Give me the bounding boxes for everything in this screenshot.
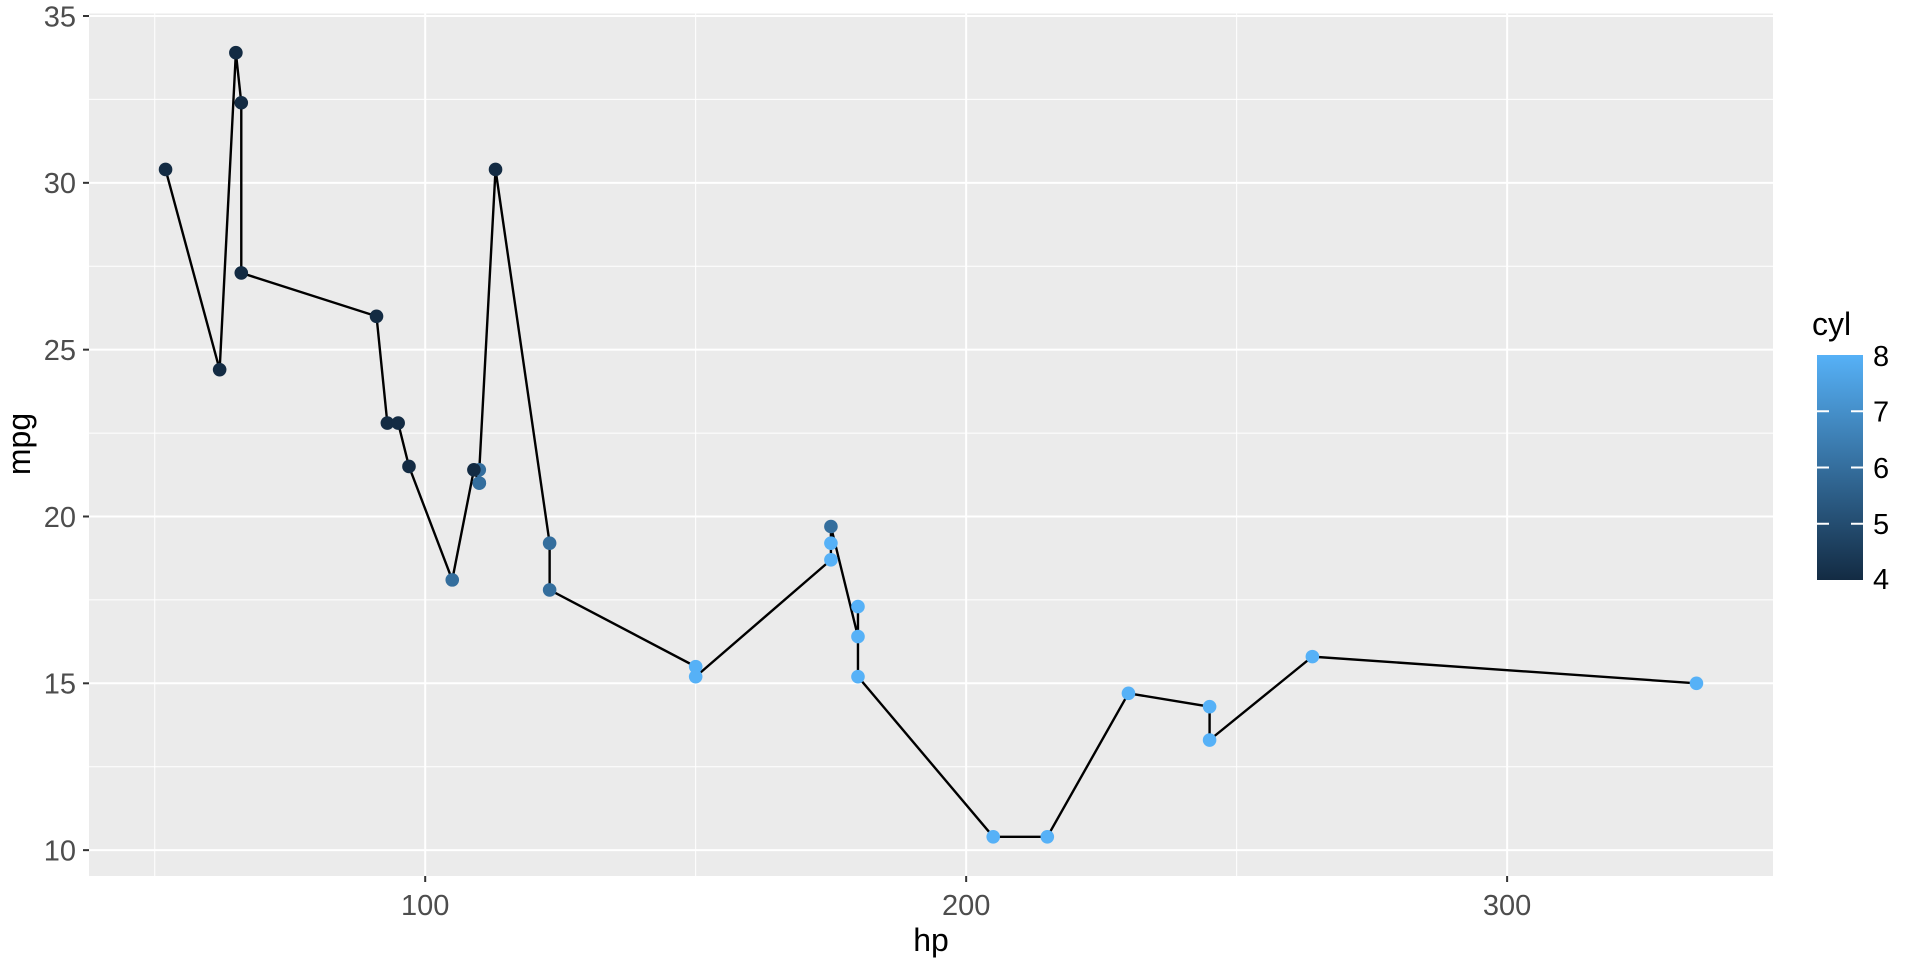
svg-text:20: 20	[44, 502, 76, 534]
svg-text:4: 4	[1873, 564, 1889, 596]
svg-text:300: 300	[1483, 890, 1531, 922]
svg-text:100: 100	[401, 890, 449, 922]
svg-text:35: 35	[44, 1, 76, 33]
svg-text:200: 200	[942, 890, 990, 922]
svg-text:cyl: cyl	[1812, 306, 1851, 342]
svg-text:25: 25	[44, 335, 76, 367]
svg-text:30: 30	[44, 168, 76, 200]
svg-text:mpg: mpg	[1, 413, 37, 475]
svg-text:10: 10	[44, 836, 76, 868]
svg-text:5: 5	[1873, 509, 1889, 541]
svg-text:8: 8	[1873, 341, 1889, 373]
svg-text:15: 15	[44, 669, 76, 701]
svg-text:hp: hp	[913, 922, 949, 958]
svg-text:6: 6	[1873, 453, 1889, 485]
svg-text:7: 7	[1873, 397, 1889, 429]
